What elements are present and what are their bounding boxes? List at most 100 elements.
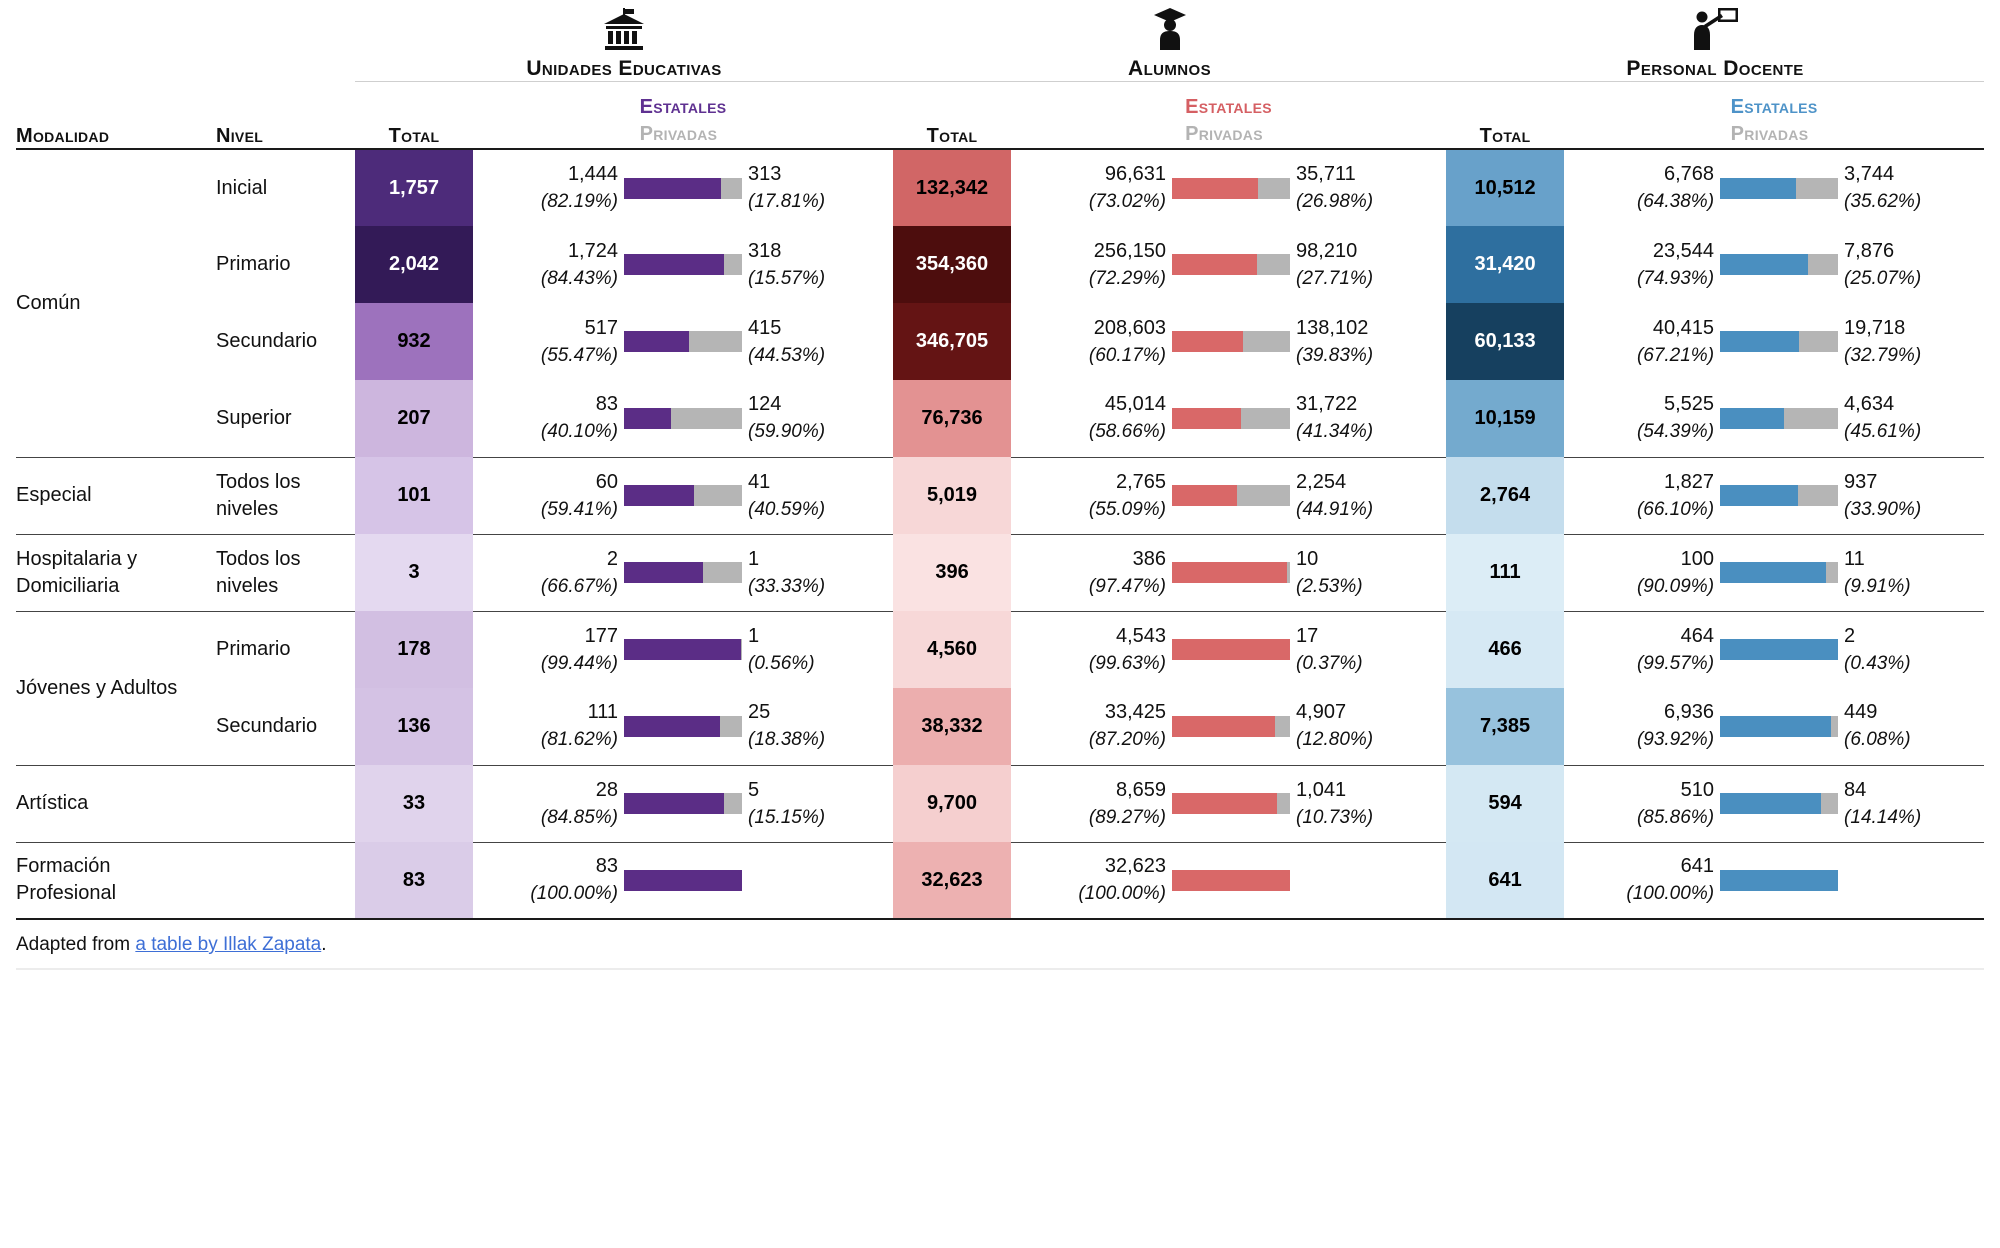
estatales-value: 5,525 — [1663, 393, 1715, 416]
privadas-percent: (9.91%) — [1844, 575, 1911, 597]
pd-bar-cell — [1714, 841, 1845, 920]
privadas-value: 5 — [748, 778, 760, 801]
privadas-value: 98,210 — [1296, 239, 1358, 262]
stacked-bar — [1172, 715, 1291, 737]
group-header-alumnos: Alumnos — [893, 8, 1447, 82]
pd-estatales-cell: 23,544 (74.93%) — [1564, 226, 1714, 303]
privadas-percent: (25.07%) — [1844, 267, 1922, 289]
table-row: Secundario 136 111 (81.62%) 25 (18.38%) 38,332… — [16, 688, 1984, 765]
ue-bar-cell — [618, 226, 748, 303]
nivel-cell: Primario — [216, 253, 291, 275]
privadas-percent: (2.53%) — [1296, 575, 1363, 597]
estatales-bar-segment — [1720, 639, 1838, 661]
estatales-value: 177 — [584, 624, 618, 647]
privadas-value: 35,711 — [1296, 163, 1356, 185]
al-total-cell: 5,019 — [893, 457, 1012, 534]
table-row: Hospitalaria y Domiciliaria Todos los niv… — [16, 533, 1985, 611]
stacked-bar — [1172, 407, 1291, 429]
nivel-cell: Todos los niveles — [216, 456, 355, 534]
group-title-row: Unidades Educativas Alumnos — [16, 8, 1985, 82]
estatales-column-label: Estatales — [639, 96, 727, 118]
privadas-percent: (33.90%) — [1844, 498, 1922, 520]
ue-bar-cell — [618, 533, 748, 611]
privadas-value: 31,722 — [1296, 393, 1358, 416]
nivel-cell: Secundario — [216, 330, 318, 352]
ue-total-cell: 207 — [355, 380, 473, 457]
privadas-value: 4,634 — [1844, 393, 1895, 416]
stacked-bar — [624, 331, 742, 352]
al-total-cell: 38,332 — [893, 688, 1012, 765]
estatales-percent: (54.39%) — [1636, 421, 1715, 443]
estatales-value: 83 — [595, 393, 618, 416]
pd-estatales-cell: 6,768 (64.38%) — [1564, 148, 1715, 226]
ue-bar-cell — [618, 841, 748, 920]
estatales-bar-segment — [1172, 562, 1288, 583]
estatales-bar-segment — [624, 562, 703, 583]
estatales-percent: (82.19%) — [540, 191, 618, 212]
privadas-value: 449 — [1844, 701, 1878, 724]
privadas-value: 41 — [748, 470, 771, 493]
stacked-bar — [624, 407, 742, 429]
ue-privadas-cell: 41 (40.59%) — [748, 456, 894, 534]
privadas-value: 84 — [1844, 778, 1867, 801]
estatales-value: 4,543 — [1115, 624, 1167, 647]
estatales-percent: (87.20%) — [1088, 729, 1167, 751]
nivel-cell — [216, 841, 355, 920]
estatales-percent: (74.93%) — [1636, 267, 1715, 289]
estatales-percent: (58.66%) — [1088, 421, 1167, 443]
stacked-bar — [1172, 639, 1291, 661]
al-estatales-privadas-header: Estatales Privadas — [1011, 81, 1447, 150]
estatales-value: 23,544 — [1652, 239, 1715, 262]
teacher-icon — [1446, 8, 1984, 50]
privadas-value: 17 — [1296, 624, 1319, 647]
ue-total-cell: 932 — [355, 303, 473, 380]
estatales-bar-segment — [1172, 715, 1275, 737]
ue-estatales-cell: 111 (81.62%) — [473, 688, 618, 765]
ue-bar-cell — [618, 610, 748, 688]
ue-estatales-cell: 1,444 (82.19%) — [473, 148, 618, 226]
al-total-cell: 132,342 — [893, 149, 1012, 226]
estatales-bar-segment — [624, 639, 742, 661]
privadas-percent: (15.57%) — [748, 267, 826, 289]
estatales-value: 1,444 — [567, 163, 618, 185]
al-bar-cell — [1166, 380, 1296, 457]
stacked-bar — [1720, 793, 1839, 814]
stacked-bar — [1172, 254, 1291, 275]
estatales-bar-segment — [1172, 485, 1238, 506]
ue-privadas-cell: 318 (15.57%) — [748, 226, 893, 303]
estatales-percent: (85.86%) — [1636, 806, 1715, 828]
privadas-percent: (27.71%) — [1296, 267, 1374, 289]
stacked-bar — [624, 793, 742, 814]
pd-total-cell: 111 — [1446, 534, 1565, 611]
stacked-bar — [624, 639, 742, 661]
privadas-percent: (26.98%) — [1296, 191, 1374, 212]
nivel-cell: Todos los niveles — [216, 533, 355, 611]
privadas-value: 7,876 — [1844, 239, 1895, 262]
estatales-bar-segment — [1720, 407, 1785, 429]
estatales-bar-segment — [624, 485, 695, 506]
group-header-docente: Personal Docente — [1446, 8, 1985, 82]
estatales-bar-segment — [1172, 639, 1290, 661]
estatales-bar-segment — [1720, 793, 1822, 814]
estatales-value: 464 — [1680, 624, 1715, 647]
al-total-cell: 4,560 — [893, 611, 1012, 688]
privadas-percent: (32.79%) — [1844, 344, 1922, 366]
pd-privadas-cell: 937 (33.90%) — [1844, 456, 1985, 534]
privadas-percent: (18.38%) — [748, 729, 826, 751]
estatales-percent: (99.57%) — [1636, 652, 1715, 674]
pd-bar-cell — [1714, 533, 1845, 611]
pd-total-cell: 594 — [1446, 765, 1565, 842]
privadas-percent: (0.43%) — [1844, 652, 1911, 674]
al-total-cell: 32,623 — [893, 842, 1012, 920]
estatales-bar-segment — [1720, 715, 1831, 737]
stacked-bar — [1720, 715, 1839, 737]
ue-total-cell: 3 — [355, 534, 473, 611]
privadas-value: 415 — [748, 316, 782, 339]
estatales-bar-segment — [624, 254, 724, 275]
estatales-value: 111 — [587, 701, 618, 724]
estatales-bar-segment — [624, 715, 721, 737]
source-link[interactable]: a table by Illak Zapata — [135, 934, 322, 955]
privadas-column-label: Privadas — [1730, 123, 1809, 145]
estatales-value: 1,827 — [1663, 470, 1715, 493]
